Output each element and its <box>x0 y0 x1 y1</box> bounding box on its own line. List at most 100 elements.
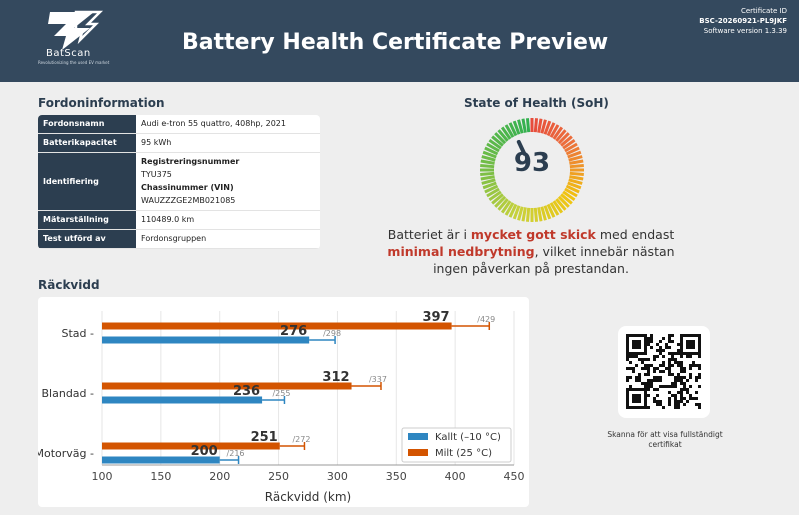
row-label: Fordonsnamn <box>38 115 136 134</box>
gauge-tick <box>569 159 584 165</box>
legend-label: Milt (25 °C) <box>435 448 492 459</box>
gauge-tick <box>552 126 564 140</box>
gauge-tick <box>557 132 570 145</box>
qr-code-icon[interactable] <box>618 326 710 418</box>
vin-label: Chassinummer (VIN) <box>141 183 234 192</box>
vehicle-info-table: Fordonsnamn Audi e-tron 55 quattro, 408h… <box>38 115 320 249</box>
gauge-tick <box>504 202 515 216</box>
range-chart: 100 150 200 250 300 350 400 450 Räckvidd (km) Sta… <box>38 310 525 504</box>
range-bar <box>102 456 220 464</box>
row-value: 95 kWh <box>136 133 320 153</box>
certificate-info: Certificate ID BSC-20260921-PL9JKF Softw… <box>699 6 787 36</box>
range-bar <box>102 336 310 344</box>
gauge-tick <box>500 200 512 214</box>
soh-text-emphasis: minimal nedbrytning <box>387 244 535 259</box>
gauge-tick <box>508 203 518 218</box>
soh-section-title: State of Health (SoH) <box>464 96 609 110</box>
legend-label: Kallt (–10 °C) <box>435 432 501 443</box>
bar-value-label: 200 <box>191 444 218 459</box>
gauge-tick <box>497 198 509 211</box>
table-row: Identifiering Registreringsnummer TYU375… <box>38 152 320 211</box>
gauge-tick <box>488 190 502 202</box>
gauge-tick <box>568 155 583 162</box>
gauge-tick <box>562 138 576 150</box>
bar-value-label: 312 <box>322 370 349 385</box>
gauge-tick <box>491 135 504 147</box>
gauge-tick <box>491 193 504 205</box>
gauge-tick <box>567 181 582 190</box>
gauge-tick <box>482 181 497 190</box>
gauge-tick <box>568 178 583 185</box>
logo-tagline: Revolutionizing the used EV market <box>38 60 110 65</box>
range-chart-card: 100 150 200 250 300 350 400 450 Räckvidd (km) Sta… <box>38 297 529 507</box>
gauge-tick <box>517 119 524 134</box>
range-bar <box>102 322 452 330</box>
soh-text-part: , vilket innebär nästan ingen påverkan p… <box>433 244 675 276</box>
gauge-tick <box>537 207 543 222</box>
bar-value-label: 236 <box>233 384 260 399</box>
gauge-tick <box>484 184 499 194</box>
row-label: Batterikapacitet <box>38 133 136 153</box>
gauge-tick <box>488 138 502 150</box>
gauge-tick <box>482 150 497 159</box>
gauge-tick <box>533 118 539 133</box>
x-tick-label: 350 <box>386 470 407 483</box>
x-axis-label: Räckvidd (km) <box>265 490 351 504</box>
legend-swatch <box>408 433 428 440</box>
gauge-tick <box>480 175 495 181</box>
row-value: Registreringsnummer TYU375 Chassinummer … <box>136 152 320 211</box>
bar-max-label: /337 <box>369 375 387 384</box>
certificate-id-label: Certificate ID <box>740 7 787 15</box>
gauge-tick <box>500 126 512 140</box>
gauge-tick <box>546 203 556 218</box>
gauge-tick <box>533 207 539 222</box>
gauge-tick <box>486 142 500 153</box>
soh-gauge <box>480 118 584 222</box>
gauge-tick <box>480 163 495 169</box>
x-tick-label: 250 <box>268 470 289 483</box>
gauge-tick <box>521 118 527 133</box>
gauge-tick <box>564 142 578 153</box>
gauge-tick <box>560 135 573 147</box>
soh-text-part: med endast <box>595 227 675 242</box>
row-value: 110489.0 km <box>136 210 320 230</box>
gauge-tick <box>549 124 560 138</box>
category-label: Blandad - <box>42 387 95 400</box>
range-bar <box>102 442 280 450</box>
bar-max-label: /255 <box>272 389 290 398</box>
gauge-tick <box>549 202 560 216</box>
legend-swatch <box>408 449 428 456</box>
gauge-tick <box>497 129 509 142</box>
x-tick-label: 400 <box>445 470 466 483</box>
row-value: Audi e-tron 55 quattro, 408hp, 2021 <box>136 115 320 134</box>
qr-card[interactable] <box>618 326 710 418</box>
bar-max-label: /216 <box>227 449 245 458</box>
header-bar: BatScan Revolutionizing the used EV mark… <box>0 0 799 82</box>
gauge-tick <box>512 120 521 135</box>
row-label: Test utförd av <box>38 229 136 249</box>
gauge-tick <box>512 205 521 220</box>
gauge-tick <box>525 207 531 222</box>
gauge-tick <box>565 146 580 156</box>
batscan-logo <box>48 10 104 50</box>
gauge-tick <box>565 184 580 194</box>
gauge-tick <box>543 205 552 220</box>
x-tick-label: 300 <box>327 470 348 483</box>
table-row: Mätarställning 110489.0 km <box>38 210 320 230</box>
legend-box <box>401 427 512 463</box>
gauge-tick <box>480 159 495 165</box>
logo-name: BatScan <box>46 48 91 59</box>
table-row: Batterikapacitet 95 kWh <box>38 133 320 153</box>
bar-max-label: /429 <box>477 315 495 324</box>
x-tick-label: 100 <box>92 470 113 483</box>
vehicle-section-title: Fordoninformation <box>38 96 165 110</box>
gauge-tick <box>567 150 582 159</box>
gauge-tick <box>543 120 552 135</box>
gauge-tick <box>560 193 573 205</box>
gauge-tick <box>555 129 567 142</box>
gauge-tick <box>564 187 578 198</box>
bar-value-label: 397 <box>422 310 449 325</box>
registration-label: Registreringsnummer <box>141 157 240 166</box>
gauge-tick <box>494 195 507 208</box>
qr-caption: Skanna för att visa fullständigt certifi… <box>607 430 723 449</box>
